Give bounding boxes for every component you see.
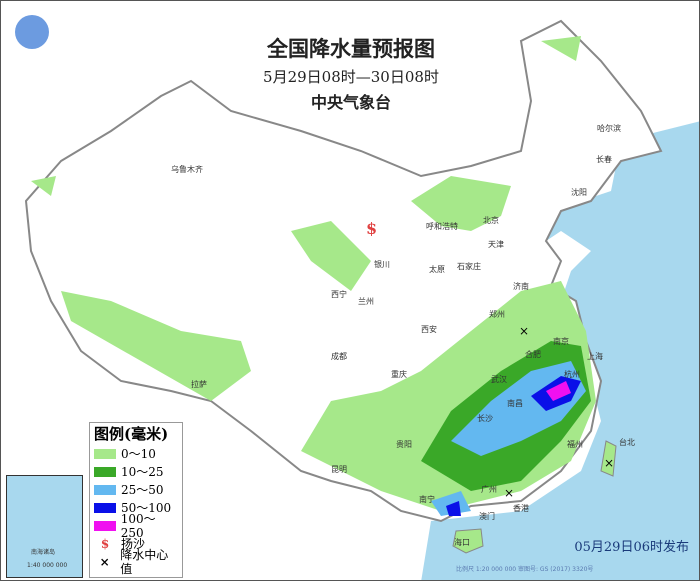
inset-scale: 1:40 000 000 [27, 562, 68, 569]
legend-title: 图例(毫米) [94, 425, 169, 443]
city-label: 拉萨 [191, 380, 207, 389]
city-label: 广州 [481, 485, 497, 494]
issuer: 中央气象台 [310, 93, 391, 112]
legend-item: × 降水中心值 [94, 548, 178, 576]
city-label: 福州 [567, 440, 583, 449]
city-label: 南昌 [507, 399, 523, 408]
city-label: 澳门 [479, 512, 495, 521]
city-label: 兰州 [358, 297, 374, 306]
hainan [452, 528, 484, 554]
city-label: 太原 [429, 265, 445, 274]
city-label: 济南 [513, 282, 529, 291]
city-label: 杭州 [564, 370, 580, 379]
x-mark-icon: × [99, 555, 110, 569]
city-label: 贵阳 [396, 440, 412, 449]
legend-item: $ 扬沙 [94, 535, 178, 553]
taiwan [600, 440, 617, 477]
sand-icon: $ [366, 219, 377, 238]
south-china-sea-inset: 南海诸岛 1:40 000 000 [6, 475, 83, 578]
city-label: 成都 [331, 352, 347, 361]
city-label: 天津 [488, 240, 504, 249]
city-label: 台北 [619, 438, 635, 447]
cma-logo [15, 15, 49, 49]
legend-item: 50～100 [94, 499, 178, 517]
map-title: 全国降水量预报图 [267, 36, 435, 61]
legend-item: 25～50 [94, 481, 178, 499]
publish-time: 05月29日06时发布 [574, 540, 689, 555]
legend: 图例(毫米) 0～10 10～25 25～50 50～100 100～250 $… [89, 422, 183, 578]
center-mark-icon: × [604, 456, 614, 470]
legend-item: 0～10 [94, 445, 178, 463]
city-label: 重庆 [391, 370, 407, 379]
forecast-period: 5月29日08时—30日08时 [263, 68, 439, 86]
city-label: 上海 [587, 352, 603, 361]
legend-item: 10～25 [94, 463, 178, 481]
legend-item: 100～250 [94, 512, 178, 540]
city-label: 合肥 [525, 350, 541, 359]
city-label: 乌鲁木齐 [171, 165, 203, 174]
city-label: 长春 [596, 155, 612, 164]
dollar-s-icon: $ [100, 537, 110, 551]
sea [421, 121, 699, 580]
city-label: 武汉 [491, 375, 507, 384]
city-label: 西安 [421, 325, 437, 334]
city-label: 郑州 [489, 310, 505, 319]
city-label: 南京 [553, 337, 569, 346]
inset-label: 南海诸岛 [31, 549, 56, 556]
city-label: 北京 [483, 216, 499, 225]
city-label: 西宁 [331, 290, 347, 299]
city-label: 南宁 [419, 495, 435, 504]
city-label: 长沙 [477, 414, 493, 423]
city-label: 呼和浩特 [426, 222, 458, 231]
city-label: 沈阳 [571, 188, 587, 197]
city-label: 昆明 [331, 465, 347, 474]
city-label: 海口 [454, 538, 470, 547]
rain-100-250 [546, 381, 571, 401]
city-label: 石家庄 [457, 262, 481, 271]
city-label: 银川 [374, 260, 390, 269]
rain-0-10-north [31, 36, 581, 401]
center-mark-icon: × [504, 486, 514, 500]
city-label: 哈尔滨 [597, 124, 621, 133]
scale-note: 比例尺 1:20 000 000 审图号: GS (2017) 3320号 [456, 566, 594, 573]
center-mark-icon: × [519, 324, 529, 338]
city-label: 香港 [513, 504, 529, 513]
